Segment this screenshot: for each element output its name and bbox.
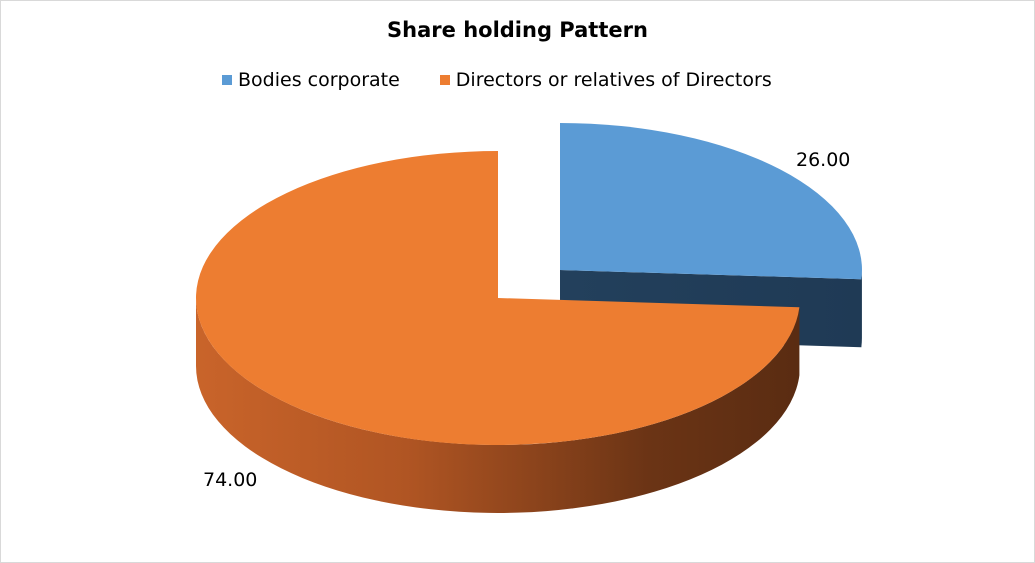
legend-item-directors: Directors or relatives of Directors <box>439 69 772 91</box>
legend-label-bodies-corporate: Bodies corporate <box>238 69 400 91</box>
legend-label-directors: Directors or relatives of Directors <box>455 69 772 91</box>
legend-item-bodies-corporate: Bodies corporate <box>222 69 400 91</box>
data-label-bodies-corporate: 26.00 <box>796 149 850 171</box>
pie-slice-directors <box>195 151 800 513</box>
chart-title: Share holding Pattern <box>387 18 648 42</box>
legend-swatch-bodies-corporate <box>222 75 232 85</box>
legend: Bodies corporate Directors or relatives … <box>222 68 812 92</box>
legend-swatch-directors <box>439 75 450 85</box>
data-label-directors: 74.00 <box>203 469 257 491</box>
